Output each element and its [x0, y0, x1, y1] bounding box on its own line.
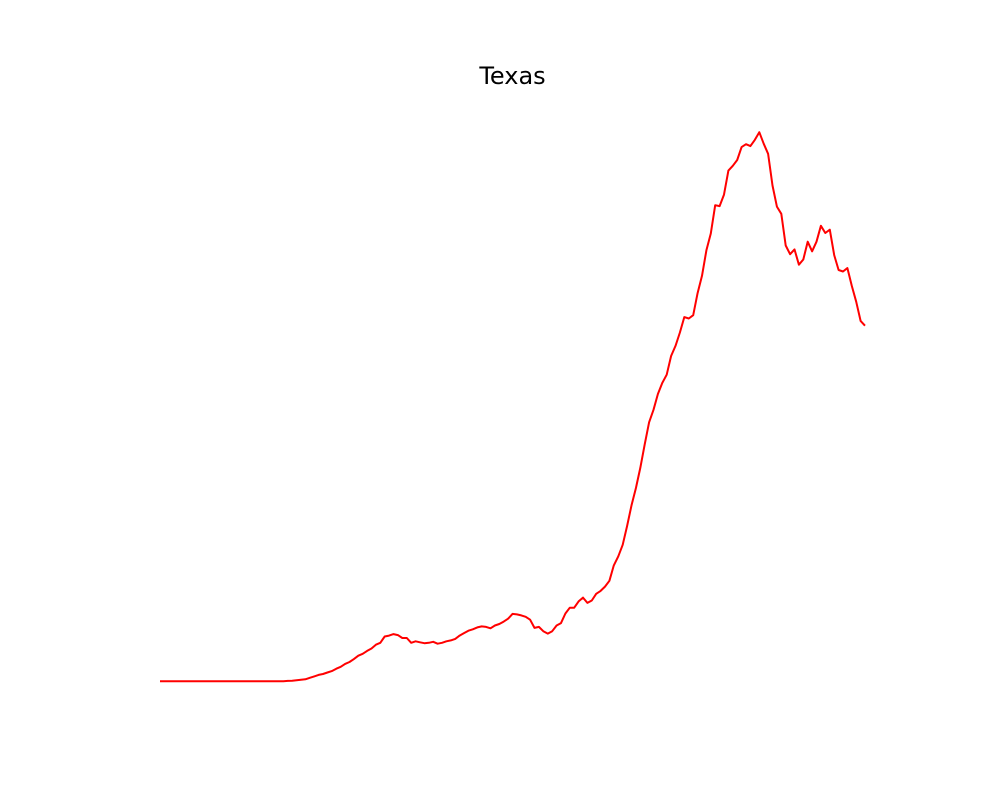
chart-title: Texas: [479, 62, 546, 90]
series-line-0: [160, 131, 866, 683]
